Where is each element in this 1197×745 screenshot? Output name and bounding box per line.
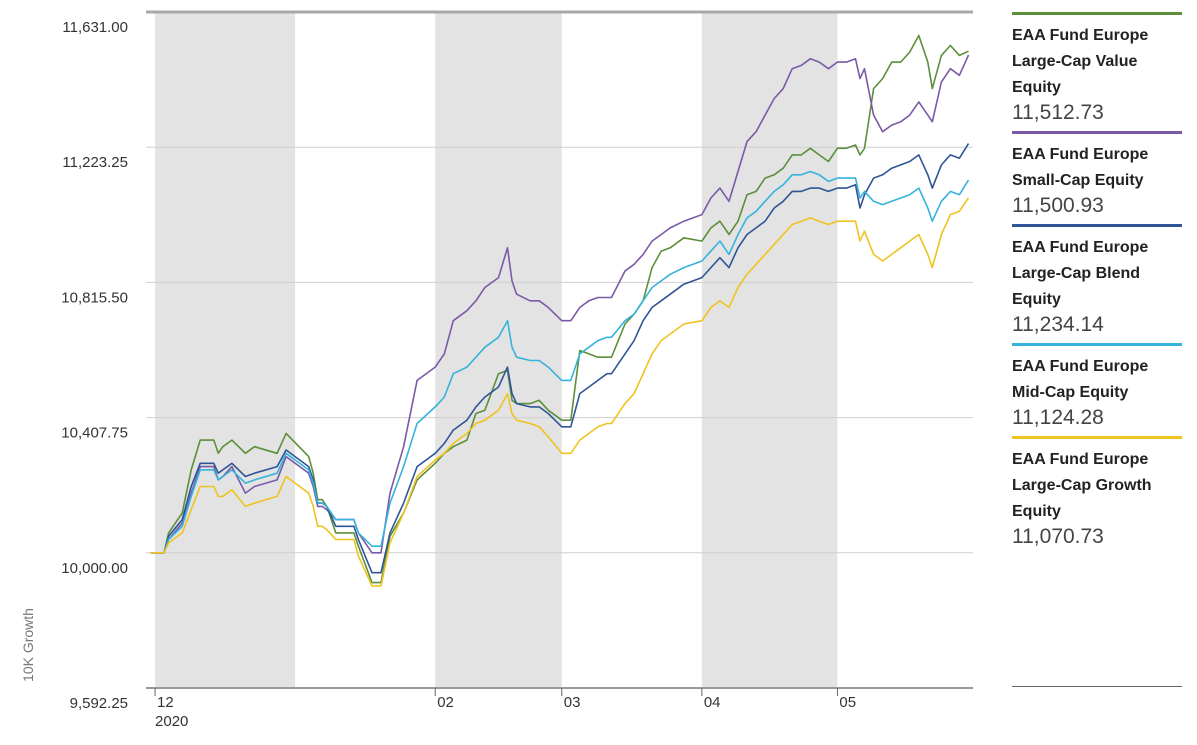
y-tick-label: 9,592.25 — [70, 695, 128, 712]
legend-series-name: EAA Fund Europe Large-Cap Growth Equity — [1012, 451, 1152, 520]
legend-series-value: 11,500.93 — [1012, 194, 1104, 217]
legend-series-name: EAA Fund Europe Mid-Cap Equity — [1012, 358, 1149, 401]
legend-bottom-rule — [1012, 686, 1182, 687]
legend-series-value: 11,512.73 — [1012, 101, 1104, 124]
legend-series-value: 11,070.73 — [1012, 525, 1104, 548]
x-tick-label: 05 — [839, 694, 856, 711]
legend-series-name: EAA Fund Europe Large-Cap Value Equity — [1012, 27, 1149, 96]
legend-item: EAA Fund Europe Large-Cap Blend Equity 11… — [1012, 224, 1182, 337]
shaded-band-2 — [701, 12, 838, 688]
y-tick-label: 11,631.00 — [62, 19, 128, 36]
series-line-0 — [150, 34, 969, 584]
legend-series-value: 11,234.14 — [1012, 313, 1104, 336]
x-tick-label: 02 — [437, 694, 454, 711]
series-line-2 — [150, 143, 970, 574]
y-axis-label: 10K Growth — [20, 608, 36, 682]
x-tick-label: 12 — [157, 694, 174, 711]
series-line-4 — [150, 197, 970, 587]
legend-item: EAA Fund Europe Large-Cap Value Equity 11… — [1012, 12, 1182, 125]
series-line-3 — [150, 170, 970, 554]
legend-series-name: EAA Fund Europe Large-Cap Blend Equity — [1012, 239, 1149, 308]
legend-item: EAA Fund Europe Mid-Cap Equity 11,124.28 — [1012, 343, 1182, 430]
y-tick-label: 10,407.75 — [61, 425, 128, 442]
legend-item: EAA Fund Europe Large-Cap Growth Equity 1… — [1012, 436, 1182, 549]
series-lines — [150, 34, 970, 587]
legend-series-name: EAA Fund Europe Small-Cap Equity — [1012, 146, 1149, 189]
y-tick-label: 10,000.00 — [61, 560, 128, 577]
legend: EAA Fund Europe Large-Cap Value Equity 11… — [1012, 12, 1182, 555]
shaded-band-0 — [155, 12, 296, 688]
series-line-1 — [150, 54, 970, 554]
legend-series-value: 11,124.28 — [1012, 406, 1104, 429]
x-tick-sublabel: 2020 — [155, 713, 188, 730]
line-chart: 11,631.00 11,223.25 10,815.50 10,407.75 10,0… — [20, 10, 973, 730]
shaded-band-1 — [435, 12, 562, 688]
legend-item: EAA Fund Europe Small-Cap Equity 11,500.9… — [1012, 131, 1182, 218]
x-tick-label: 03 — [564, 694, 581, 711]
x-tick-label: 04 — [704, 694, 721, 711]
shaded-bands — [155, 12, 838, 688]
y-tick-label: 11,223.25 — [62, 154, 128, 171]
axes: 11,631.00 11,223.25 10,815.50 10,407.75 10,0… — [61, 19, 973, 730]
y-tick-label: 10,815.50 — [61, 289, 128, 306]
